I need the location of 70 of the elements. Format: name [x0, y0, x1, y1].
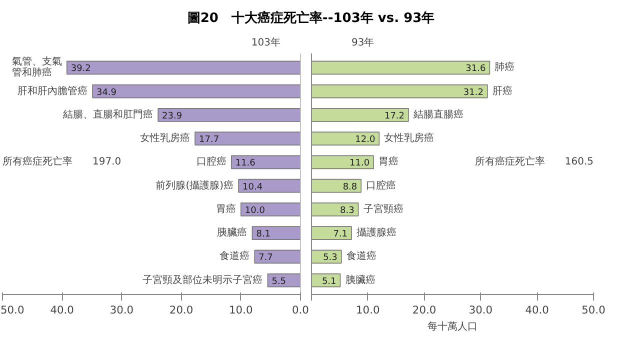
- x-axis-title: 每十萬人口: [428, 320, 478, 332]
- data-label: 17.7: [199, 135, 220, 146]
- category-label: 女性乳房癌: [140, 133, 190, 144]
- bar: [312, 108, 409, 122]
- x-tick-label: 50.0: [0, 304, 24, 316]
- annotation: 所有癌症死亡率 197.0: [2, 156, 122, 168]
- bar: [312, 84, 488, 98]
- data-label: 8.1: [256, 230, 271, 240]
- category-label: 前列腺(攝護腺)癌: [156, 180, 234, 192]
- x-tick-label: 0.0: [292, 304, 310, 316]
- data-label: 11.6: [235, 158, 256, 169]
- data-label: 5.5: [272, 276, 286, 287]
- x-tick-label: 10.0: [229, 304, 253, 316]
- x-tick-label: 10.0: [356, 304, 380, 316]
- data-label: 10.0: [244, 206, 266, 216]
- data-label: 31.2: [463, 88, 484, 98]
- bar: [312, 155, 374, 170]
- chart-subtitle: 93年: [352, 36, 374, 48]
- data-label: 12.0: [355, 135, 376, 146]
- data-label: 5.3: [323, 253, 338, 264]
- bar: [194, 132, 300, 146]
- x-tick-label: 40.0: [525, 304, 550, 316]
- x-tick-label: 40.0: [50, 304, 74, 316]
- data-label: 8.3: [340, 206, 354, 216]
- bar: [230, 155, 300, 170]
- bar: [240, 202, 300, 216]
- bar: [238, 178, 300, 193]
- data-label: 23.9: [162, 111, 182, 122]
- category-label: 胰臟癌: [217, 228, 248, 239]
- category-label: 肝和肝內膽管癌: [17, 86, 88, 97]
- x-tick-label: 50.0: [582, 304, 606, 316]
- y-tick-label: 攝護腺癌: [356, 226, 397, 239]
- bar: [312, 202, 359, 216]
- x-tick-label: 20.0: [412, 304, 436, 316]
- y-tick-label: 子宮頸癌: [363, 202, 404, 215]
- bar: [158, 108, 300, 122]
- annotation: 所有癌症死亡率 160.5: [474, 156, 594, 168]
- chart-subtitle: 103年: [251, 36, 281, 48]
- bar: [254, 250, 300, 264]
- data-label: 31.6: [466, 64, 486, 74]
- x-tick-label: 20.0: [169, 304, 194, 316]
- data-label: 8.8: [342, 182, 358, 192]
- data-label: 11.0: [350, 158, 370, 169]
- bar: [312, 226, 352, 240]
- y-tick-label: 結腸直腸癌: [412, 108, 464, 120]
- data-label: 17.2: [384, 111, 405, 122]
- bar: [66, 60, 300, 75]
- bar: [312, 132, 380, 146]
- bar: [92, 84, 300, 98]
- data-label: 34.9: [96, 88, 117, 98]
- category-label: 子宮頸及部位未明示子宮癌: [142, 274, 263, 286]
- category-label: 胃癌: [216, 204, 236, 215]
- y-tick-label: 胃癌: [378, 156, 399, 168]
- data-label: 7.7: [258, 253, 273, 264]
- data-label: 7.1: [333, 230, 348, 240]
- category-label: 氣管、支氣管和肺癌: [12, 56, 62, 79]
- x-tick-label: 30.0: [110, 304, 134, 316]
- bar: [252, 226, 300, 240]
- data-label: 10.4: [242, 182, 263, 192]
- data-label: 5.1: [322, 276, 336, 287]
- bar: [312, 60, 490, 75]
- data-label: 39.2: [70, 64, 91, 74]
- category-label: 口腔癌: [196, 156, 226, 168]
- category-label: 結腸、直腸和肛門癌: [63, 109, 154, 120]
- y-tick-label: 肝癌: [492, 84, 512, 97]
- x-tick-label: 30.0: [468, 304, 493, 316]
- y-tick-label: 口腔癌: [366, 179, 396, 192]
- y-tick-label: 肺癌: [494, 61, 515, 74]
- category-label: 食道癌: [220, 251, 250, 262]
- chart-title: 圖20 十大癌症死亡率--103年 vs. 93年: [187, 10, 435, 26]
